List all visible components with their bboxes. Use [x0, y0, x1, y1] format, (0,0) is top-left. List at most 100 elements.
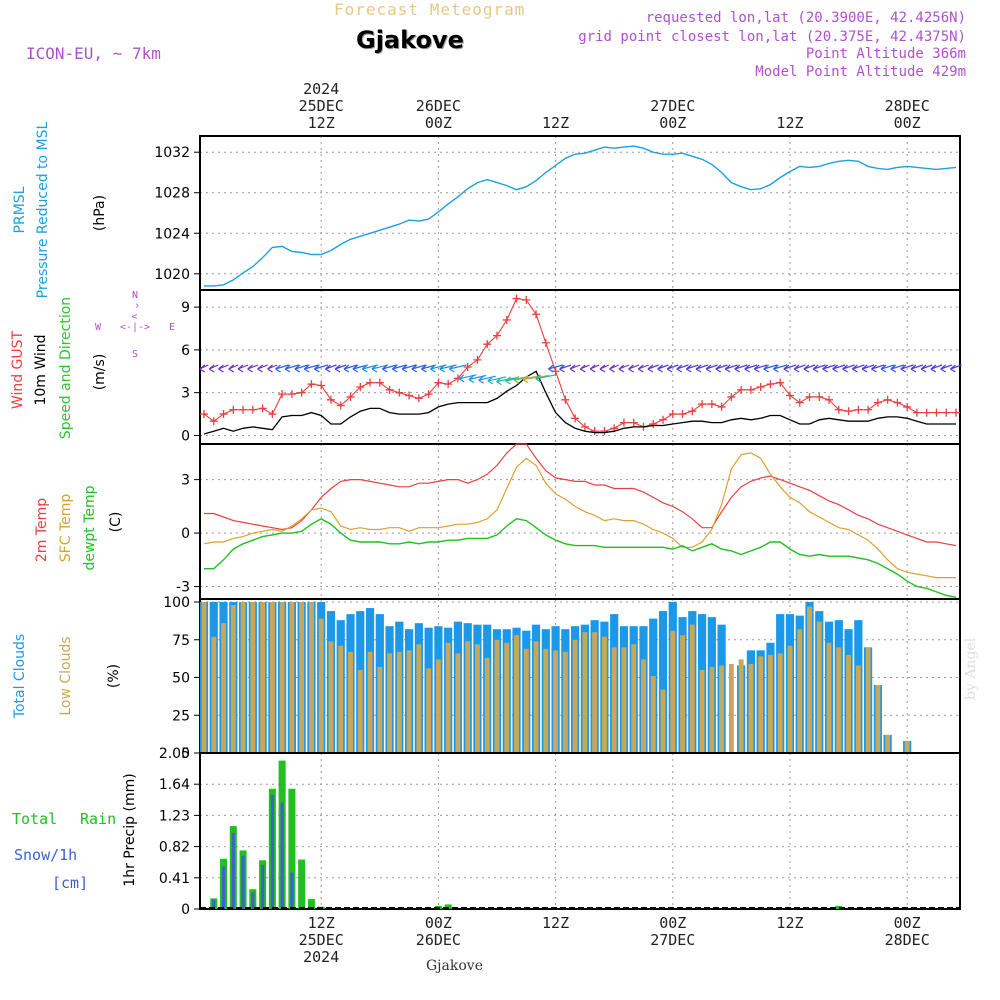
low-cloud-bar: [514, 635, 519, 753]
wind-direction-arrow: [199, 364, 209, 373]
bottom-time-label: 12Z: [308, 914, 335, 932]
snow-bar: [212, 899, 216, 909]
low-cloud-bar: [631, 644, 637, 753]
low-cloud-bar: [377, 666, 383, 753]
low-cloud-bar: [768, 654, 773, 753]
top-time-label: 2024: [303, 80, 339, 98]
bottom-time-label: 25DEC: [299, 931, 344, 949]
gust-marker: [746, 385, 755, 394]
gust-marker: [649, 420, 658, 429]
model-altitude: Model Point Altitude 429m: [755, 64, 966, 80]
ytick-label: 0: [181, 902, 190, 918]
low-cloud-bar: [289, 602, 295, 753]
gust-marker: [473, 355, 482, 364]
gust-marker: [424, 390, 433, 399]
low-cloud-bar: [465, 641, 471, 753]
dewpoint-line: [204, 518, 957, 598]
gust-marker: [356, 382, 365, 391]
wind-direction-arrow: [753, 364, 768, 373]
compass-vertical-arrow: ^ v: [129, 303, 139, 319]
gust-marker: [541, 338, 550, 347]
low-cloud-bar: [357, 669, 363, 753]
gust-marker: [346, 392, 355, 401]
low-cloud-bar: [758, 656, 764, 753]
low-cloud-bar: [426, 668, 432, 753]
wind-direction-arrow: [647, 364, 659, 373]
gust-marker: [492, 331, 501, 340]
low-cloud-bar: [416, 644, 422, 753]
rain-bar: [298, 859, 306, 909]
wind-direction-arrow: [569, 364, 581, 373]
gust-marker: [815, 392, 824, 401]
low-cloud-bar: [680, 635, 685, 753]
label-prmsl: PRMSL: [12, 186, 28, 233]
ytick-label: 1024: [154, 226, 190, 242]
low-cloud-bar: [562, 651, 568, 753]
low-cloud-bar: [387, 653, 392, 753]
gust-marker: [512, 294, 521, 303]
wind-direction-arrow: [294, 364, 309, 373]
gust-marker: [444, 380, 453, 389]
low-cloud-bar: [816, 621, 822, 753]
bottom-time-label: 00Z: [894, 914, 921, 932]
wind-direction-arrow: [724, 364, 738, 373]
gust-line: [203, 297, 956, 432]
snow-bar: [280, 802, 284, 909]
gust-marker: [532, 310, 541, 319]
wind-direction-arrow: [851, 364, 865, 373]
top-time-label: 12Z: [308, 114, 335, 132]
wind-direction-arrow: [910, 364, 924, 373]
low-cloud-bar: [904, 740, 910, 753]
wind-direction-arrow: [522, 374, 550, 384]
low-cloud-bar: [211, 636, 217, 753]
top-time-label: 28DEC: [885, 97, 930, 115]
top-time-label: 00Z: [894, 114, 921, 132]
ytick-label: 75: [172, 633, 190, 649]
gust-marker: [590, 427, 599, 436]
wind-direction-arrow: [783, 364, 797, 373]
gust-marker: [268, 410, 277, 419]
ytick-label: 100: [163, 595, 190, 611]
wind-direction-arrow: [559, 364, 572, 373]
gust-marker: [737, 385, 746, 394]
ytick-label: 0: [181, 746, 190, 762]
gust-marker: [522, 295, 531, 304]
low-cloud-bar: [455, 653, 461, 753]
wind-direction-arrow: [218, 364, 229, 373]
panel-precip: 0 0.41 0.82 1.23 1.64 2.05: [159, 746, 961, 918]
panel-frame: [199, 443, 961, 600]
gust-marker: [229, 405, 238, 414]
gust-marker: [698, 400, 707, 409]
label-snow: Snow/1h: [14, 846, 77, 864]
gust-marker: [756, 382, 765, 391]
wind-direction-arrow: [411, 364, 427, 373]
gust-marker: [629, 418, 638, 427]
low-cloud-bar: [719, 665, 725, 753]
gust-marker: [727, 392, 736, 401]
low-cloud-bar: [308, 602, 314, 753]
gust-marker: [200, 410, 208, 419]
pressure-line: [204, 145, 957, 287]
low-cloud-bar: [504, 642, 510, 753]
gust-marker: [395, 388, 404, 397]
wind-direction-arrow: [448, 364, 467, 373]
panel-clouds: 0 25 50 75 100: [163, 595, 961, 762]
model-label: ICON-EU, ~ 7km: [26, 44, 161, 63]
wind-direction-arrow: [257, 364, 268, 373]
wind-direction-arrow: [871, 364, 885, 373]
ytick-label: 25: [172, 708, 190, 724]
unit-percent: (%): [106, 664, 122, 688]
gust-marker: [766, 380, 775, 389]
wind-direction-arrow: [940, 364, 953, 373]
wind-direction-arrow: [343, 364, 358, 373]
wind-direction-arrow: [237, 364, 249, 373]
gust-marker: [326, 395, 335, 404]
gust-marker: [375, 378, 384, 387]
wind-direction-arrow: [487, 376, 507, 385]
ytick-label: 1.23: [159, 808, 190, 824]
wind-direction-arrow: [676, 364, 689, 373]
label-dewpt-temp: dewpt Temp: [82, 485, 98, 570]
wind-direction-arrow: [763, 364, 778, 373]
snow-bar: [241, 855, 245, 909]
label-low-clouds: Low Clouds: [58, 636, 74, 715]
